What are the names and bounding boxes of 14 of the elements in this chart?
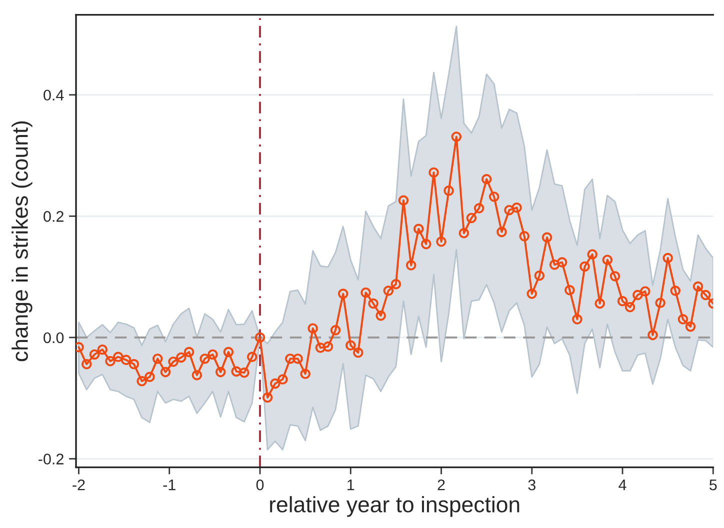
y-tick-label: 0.2 bbox=[44, 211, 64, 222]
y-tick-label: -0.2 bbox=[38, 454, 64, 464]
x-axis-title: relative year to inspection bbox=[270, 496, 520, 517]
x-tick-label: 5 bbox=[710, 480, 717, 490]
x-tick-label: -1 bbox=[163, 480, 176, 490]
y-tick-label: 0.4 bbox=[44, 90, 64, 101]
x-tick-label: -2 bbox=[72, 479, 85, 490]
x-tick-label: 4 bbox=[618, 480, 626, 490]
x-tick-label: 3 bbox=[528, 479, 536, 490]
y-axis-title: change in strikes (count) bbox=[12, 121, 32, 362]
x-tick-label: 2 bbox=[438, 479, 445, 490]
x-tick-label: 1 bbox=[348, 480, 354, 490]
x-tick-label: 0 bbox=[256, 479, 264, 490]
y-tick-label: 0.0 bbox=[44, 332, 64, 344]
